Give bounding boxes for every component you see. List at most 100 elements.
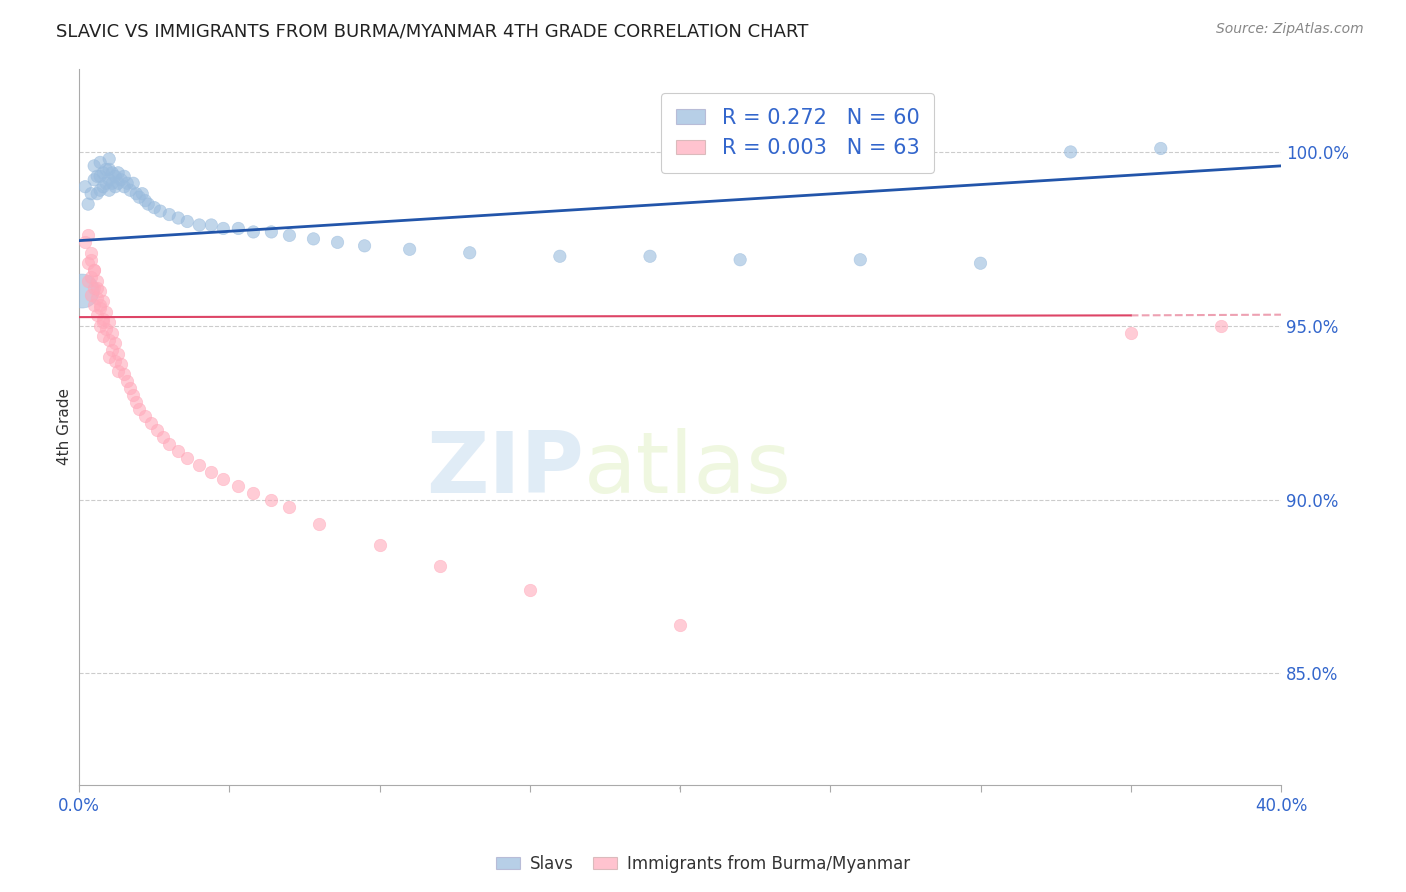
Point xyxy=(80,252,103,267)
Point xyxy=(104,353,127,368)
Point xyxy=(308,516,330,531)
Point xyxy=(146,423,169,437)
Point xyxy=(157,437,180,451)
Point xyxy=(669,617,692,632)
Point xyxy=(77,197,100,211)
Point xyxy=(91,166,114,180)
Point xyxy=(188,218,211,232)
Point xyxy=(83,159,105,173)
Point xyxy=(112,179,135,194)
Point xyxy=(77,228,100,243)
Point xyxy=(112,368,135,382)
Point xyxy=(86,186,108,201)
Point xyxy=(200,465,222,479)
Point xyxy=(134,409,156,424)
Point xyxy=(143,201,166,215)
Point xyxy=(122,176,145,190)
Point xyxy=(120,183,142,197)
Point xyxy=(120,381,142,395)
Point xyxy=(83,280,105,294)
Point xyxy=(128,402,150,417)
Point xyxy=(278,500,301,514)
Point xyxy=(80,186,103,201)
Point xyxy=(83,173,105,187)
Point xyxy=(260,225,283,239)
Point xyxy=(212,472,235,486)
Point xyxy=(176,450,198,465)
Text: atlas: atlas xyxy=(583,428,792,511)
Point xyxy=(89,301,111,316)
Point xyxy=(96,162,118,177)
Point xyxy=(353,239,375,253)
Point xyxy=(212,221,235,235)
Point xyxy=(278,228,301,243)
Point xyxy=(176,214,198,228)
Point xyxy=(104,179,127,194)
Point xyxy=(728,252,751,267)
Point xyxy=(101,176,124,190)
Point xyxy=(110,357,132,371)
Point xyxy=(152,430,174,444)
Point xyxy=(122,388,145,402)
Point xyxy=(302,232,325,246)
Point xyxy=(104,169,127,184)
Point xyxy=(77,274,100,288)
Point xyxy=(101,343,124,358)
Point xyxy=(75,179,97,194)
Point xyxy=(228,479,250,493)
Point xyxy=(115,375,138,389)
Point xyxy=(98,350,121,364)
Point xyxy=(107,176,129,190)
Point xyxy=(969,256,991,270)
Point xyxy=(849,252,872,267)
Point xyxy=(91,294,114,309)
Point xyxy=(398,243,420,257)
Point xyxy=(125,395,148,409)
Legend: Slavs, Immigrants from Burma/Myanmar: Slavs, Immigrants from Burma/Myanmar xyxy=(489,848,917,880)
Point xyxy=(638,249,661,263)
Point xyxy=(86,309,108,323)
Point xyxy=(86,291,108,305)
Point xyxy=(107,346,129,360)
Point xyxy=(141,416,163,430)
Point xyxy=(80,245,103,260)
Point xyxy=(1119,326,1142,340)
Point xyxy=(86,280,108,294)
Point xyxy=(242,225,264,239)
Point xyxy=(91,179,114,194)
Point xyxy=(96,305,118,319)
Point xyxy=(104,336,127,351)
Point xyxy=(98,162,121,177)
Point xyxy=(112,169,135,184)
Point xyxy=(98,152,121,166)
Point xyxy=(70,284,93,298)
Point xyxy=(86,274,108,288)
Point xyxy=(128,190,150,204)
Point xyxy=(98,333,121,347)
Point xyxy=(519,582,541,597)
Point xyxy=(98,173,121,187)
Point xyxy=(134,194,156,208)
Point xyxy=(98,183,121,197)
Text: SLAVIC VS IMMIGRANTS FROM BURMA/MYANMAR 4TH GRADE CORRELATION CHART: SLAVIC VS IMMIGRANTS FROM BURMA/MYANMAR … xyxy=(56,22,808,40)
Point xyxy=(89,183,111,197)
Point xyxy=(91,311,114,326)
Point xyxy=(80,287,103,301)
Point xyxy=(83,263,105,277)
Point xyxy=(89,318,111,333)
Point xyxy=(96,322,118,336)
Point xyxy=(101,166,124,180)
Point xyxy=(125,186,148,201)
Point xyxy=(115,176,138,190)
Point xyxy=(1209,318,1232,333)
Point xyxy=(149,204,172,219)
Point xyxy=(136,197,159,211)
Point xyxy=(228,221,250,235)
Y-axis label: 4th Grade: 4th Grade xyxy=(58,388,72,465)
Point xyxy=(260,492,283,507)
Point xyxy=(86,169,108,184)
Point xyxy=(77,256,100,270)
Point xyxy=(89,169,111,184)
Point xyxy=(131,186,153,201)
Point xyxy=(89,298,111,312)
